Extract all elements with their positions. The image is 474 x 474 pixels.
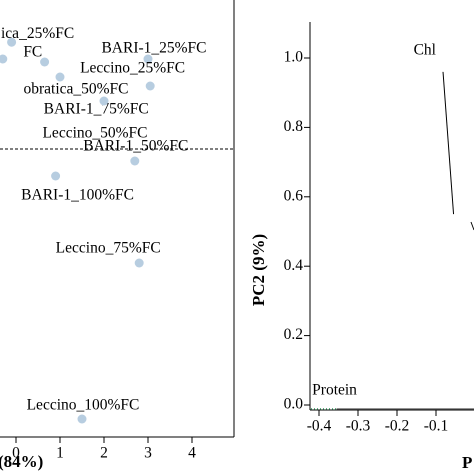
scores-plot: 0 1 2 3 4 ica_25%FC FC BARI-1_25%FC Leccino_25%… [0, 0, 235, 471]
score-point-label: Leccino_50%FC [42, 125, 147, 142]
score-point [77, 414, 87, 424]
loadings-vectors: Chl Protein [311, 42, 474, 410]
loadings-x-tick-label: -0.4 [307, 417, 332, 434]
scores-x-tick-label: 3 [144, 444, 152, 461]
scores-x-tick-label: 2 [100, 444, 108, 461]
score-point [143, 54, 153, 64]
score-point-label: BARI-1_75%FC [44, 101, 149, 118]
score-point-label: FC [23, 44, 42, 61]
loadings-y-tick-label: 0.4 [284, 257, 304, 274]
loadings-x-tick-label: -0.1 [424, 417, 449, 434]
scores-x-tick-label: 0 [12, 444, 20, 461]
loadings-x-tick-label: -0.2 [385, 417, 410, 434]
loadings-ticks: 0.0 0.2 0.4 0.6 0.8 1.0 -0.4 -0.3 -0.2 -0.1 [284, 49, 449, 435]
score-point-label: ica_25%FC [1, 25, 74, 42]
loadings-x-tick-label: -0.3 [346, 417, 371, 434]
score-point [130, 156, 140, 166]
score-point-label: BARI-1_100%FC [21, 187, 134, 204]
loadings-y-tick-label: 0.0 [284, 396, 304, 413]
score-point [99, 96, 109, 106]
score-point-label: Leccino_75%FC [56, 240, 161, 257]
loadings-x-axis-label: P [462, 453, 472, 472]
score-point [7, 37, 17, 47]
loadings-y-tick-label: 0.2 [284, 326, 303, 343]
scores-x-ticks: 0 1 2 3 4 [12, 437, 196, 461]
score-point-label: BARI-1_50%FC [83, 138, 188, 155]
scores-x-tick-label: 4 [188, 444, 196, 461]
score-point [145, 81, 155, 91]
loadings-y-axis-label: PC2 (9%) [249, 234, 268, 306]
scores-points: ica_25%FC FC BARI-1_25%FC Leccino_25%FCobra… [0, 25, 207, 424]
scores-x-tick-label: 1 [56, 444, 64, 461]
loadings-y-tick-label: 0.8 [284, 118, 304, 135]
loadings-plot: 0.0 0.2 0.4 0.6 0.8 1.0 -0.4 -0.3 -0.2 -0.1 Chl Pr… [249, 22, 474, 472]
score-point [0, 54, 8, 64]
score-point-label: Leccino_25%FC [80, 60, 185, 77]
score-point [51, 171, 61, 181]
chl-vector-line [442, 71, 455, 215]
score-point [55, 72, 65, 82]
loadings-y-tick-label: 0.6 [284, 187, 304, 204]
chl-vector-label: Chl [414, 42, 436, 59]
score-point [40, 57, 50, 67]
score-point-label: BARI-1_25%FC [101, 40, 206, 57]
score-point-label: obratica_50%FC [23, 81, 128, 98]
loadings-y-tick-label: 1.0 [284, 49, 304, 66]
protein-vector-label: Protein [312, 382, 357, 399]
score-point [134, 258, 144, 268]
score-point-label: Leccino_100%FC [27, 397, 140, 414]
scores-x-axis-label: (84%) [0, 452, 43, 471]
